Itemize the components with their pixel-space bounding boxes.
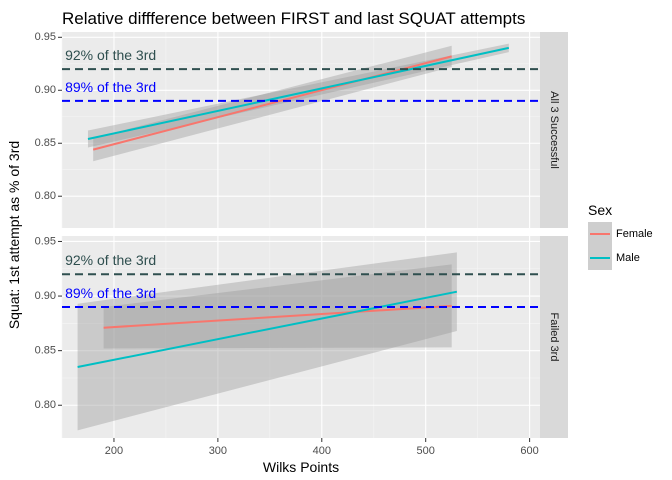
x-tick-label: 400 — [313, 445, 331, 457]
legend-label-male: Male — [616, 252, 640, 264]
annotation-89: 89% of the 3rd — [65, 285, 156, 301]
y-tick-label: 0.85 — [35, 137, 56, 149]
y-axis-top: 0.80 0.85 0.90 0.95 — [35, 31, 62, 202]
chart-title: Relative diffference between FIRST and l… — [62, 9, 525, 28]
panel-bottom-reference-lines — [62, 273, 540, 308]
legend-title: Sex — [588, 202, 612, 218]
trend-line-female — [103, 304, 452, 329]
y-axis-title: Squat: 1st attempt as % of 3rd — [6, 141, 22, 329]
y-axis-bottom: 0.80 0.85 0.90 0.95 — [35, 235, 62, 411]
trend-line-female — [92, 55, 452, 151]
y-tick-label: 0.90 — [35, 84, 56, 96]
x-axis-title: Wilks Points — [263, 459, 339, 475]
x-tick-label: 300 — [209, 445, 227, 457]
panel-top-reference-lines — [62, 68, 540, 102]
annotation-89: 89% of the 3rd — [65, 79, 156, 95]
panel-bottom-background — [62, 236, 540, 438]
panel-top: 92% of the 3rd 89% of the 3rd All 3 Succe… — [61, 32, 568, 228]
panel-top-series — [87, 46, 510, 151]
trend-line-male — [87, 46, 510, 140]
panel-bottom: 92% of the 3rd 89% of the 3rd Failed 3rd — [61, 236, 568, 438]
legend-items: Female Male — [588, 222, 653, 270]
strip-top-label: All 3 Successful — [548, 91, 560, 169]
legend: Sex Female Male — [588, 202, 653, 270]
panel-top-background — [62, 32, 540, 228]
annotation-92: 92% of the 3rd — [65, 252, 156, 268]
legend-label-female: Female — [616, 228, 653, 240]
y-tick-label: 0.95 — [35, 235, 56, 247]
y-tick-label: 0.95 — [35, 31, 56, 43]
y-tick-label: 0.80 — [35, 399, 56, 411]
panel-bottom-series — [77, 290, 458, 369]
strip-bottom-background — [540, 236, 568, 438]
x-tick-label: 500 — [417, 445, 435, 457]
strip-bottom-label: Failed 3rd — [548, 313, 560, 362]
panel-top-gridlines — [61, 32, 540, 228]
panel-bottom-annotations: 92% of the 3rd 89% of the 3rd — [65, 252, 156, 301]
y-tick-label: 0.85 — [35, 345, 56, 357]
x-tick-label: 200 — [105, 445, 123, 457]
panel-top-annotations: 92% of the 3rd 89% of the 3rd — [65, 47, 156, 95]
annotation-92: 92% of the 3rd — [65, 47, 156, 63]
strip-top-background — [540, 32, 568, 228]
y-tick-label: 0.90 — [35, 290, 56, 302]
x-axis: 200 300 400 500 600 — [105, 438, 539, 457]
confidence-ribbon-male — [77, 252, 457, 431]
trend-line-male — [77, 290, 458, 369]
x-tick-label: 600 — [520, 445, 538, 457]
y-tick-label: 0.80 — [35, 190, 56, 202]
